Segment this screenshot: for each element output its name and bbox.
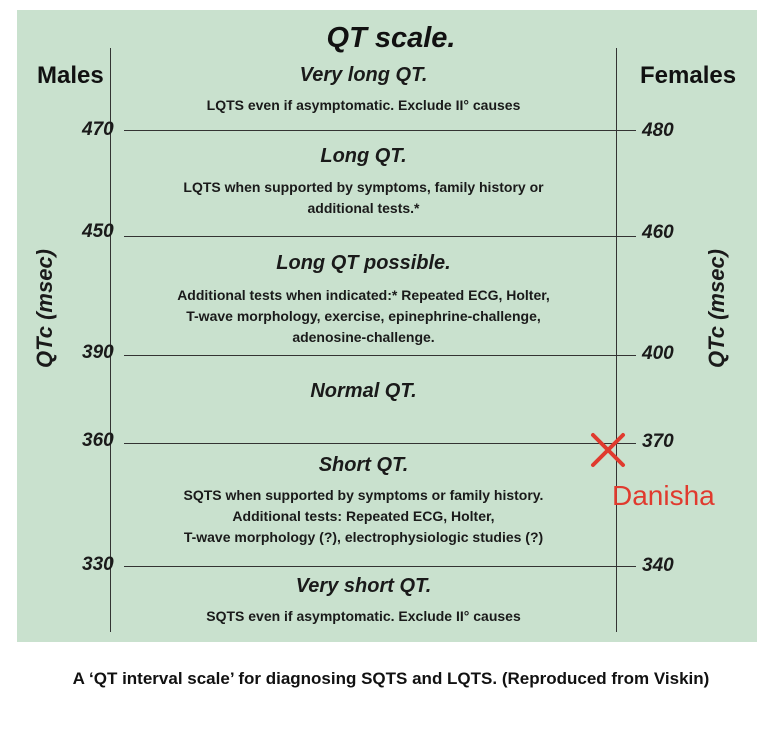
male-tick-450: 450 [82,221,114,242]
zone-possible-desc-3: adenosine-challenge. [292,329,435,345]
male-tick-390: 390 [82,342,114,363]
annotation-label: Danisha [612,480,715,511]
threshold-line-390-400 [124,355,636,356]
x-mark-icon [591,433,625,467]
zone-short-desc-1: SQTS when supported by symptoms or famil… [183,487,544,503]
zone-very-long-desc: LQTS even if asymptomatic. Exclude II° c… [206,97,521,113]
threshold-line-360-370 [124,443,636,444]
left-axis-label: QTc (msec) [32,248,57,368]
male-tick-470: 470 [82,119,114,140]
male-tick-360: 360 [82,430,114,451]
zone-short-desc-2: Additional tests: Repeated ECG, Holter, [232,508,495,524]
zone-very-long-title: Very long QT. [299,64,428,86]
females-header: Females [640,62,737,89]
zone-long-desc-1: LQTS when supported by symptoms, family … [183,179,544,195]
figure-caption: A ‘QT interval scale’ for diagnosing SQT… [72,669,710,688]
zone-very-short-desc: SQTS even if asymptomatic. Exclude II° c… [206,608,521,624]
female-tick-400: 400 [642,343,674,364]
right-axis-label: QTc (msec) [704,248,729,368]
female-tick-480: 480 [642,120,674,141]
male-tick-330: 330 [82,554,114,575]
threshold-line-470-480 [124,130,636,131]
threshold-line-330-340 [124,566,636,567]
zone-normal-title: Normal QT. [310,380,417,402]
scale-band: Very long QT. LQTS even if asymptomatic.… [110,48,617,632]
female-tick-460: 460 [642,222,674,243]
zone-possible-desc-2: T-wave morphology, exercise, epinephrine… [186,308,541,324]
threshold-line-450-460 [124,236,636,237]
female-tick-340: 340 [642,555,674,576]
zone-short-title: Short QT. [318,454,409,476]
zone-possible-title: Long QT possible. [276,252,451,274]
qt-scale-panel [17,10,757,642]
zone-long-title: Long QT. [320,145,407,167]
males-header: Males [37,62,104,89]
female-tick-370: 370 [642,431,674,452]
diagram-title: QT scale. [326,22,456,54]
zone-long-desc-2: additional tests.* [307,200,420,216]
zone-possible-desc-1: Additional tests when indicated:* Repeat… [177,287,550,303]
zone-short-desc-3: T-wave morphology (?), electrophysiologi… [183,529,544,545]
zone-very-short-title: Very short QT. [295,575,432,597]
